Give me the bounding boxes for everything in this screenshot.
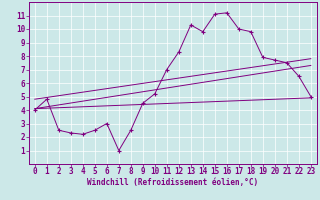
X-axis label: Windchill (Refroidissement éolien,°C): Windchill (Refroidissement éolien,°C) bbox=[87, 178, 258, 187]
